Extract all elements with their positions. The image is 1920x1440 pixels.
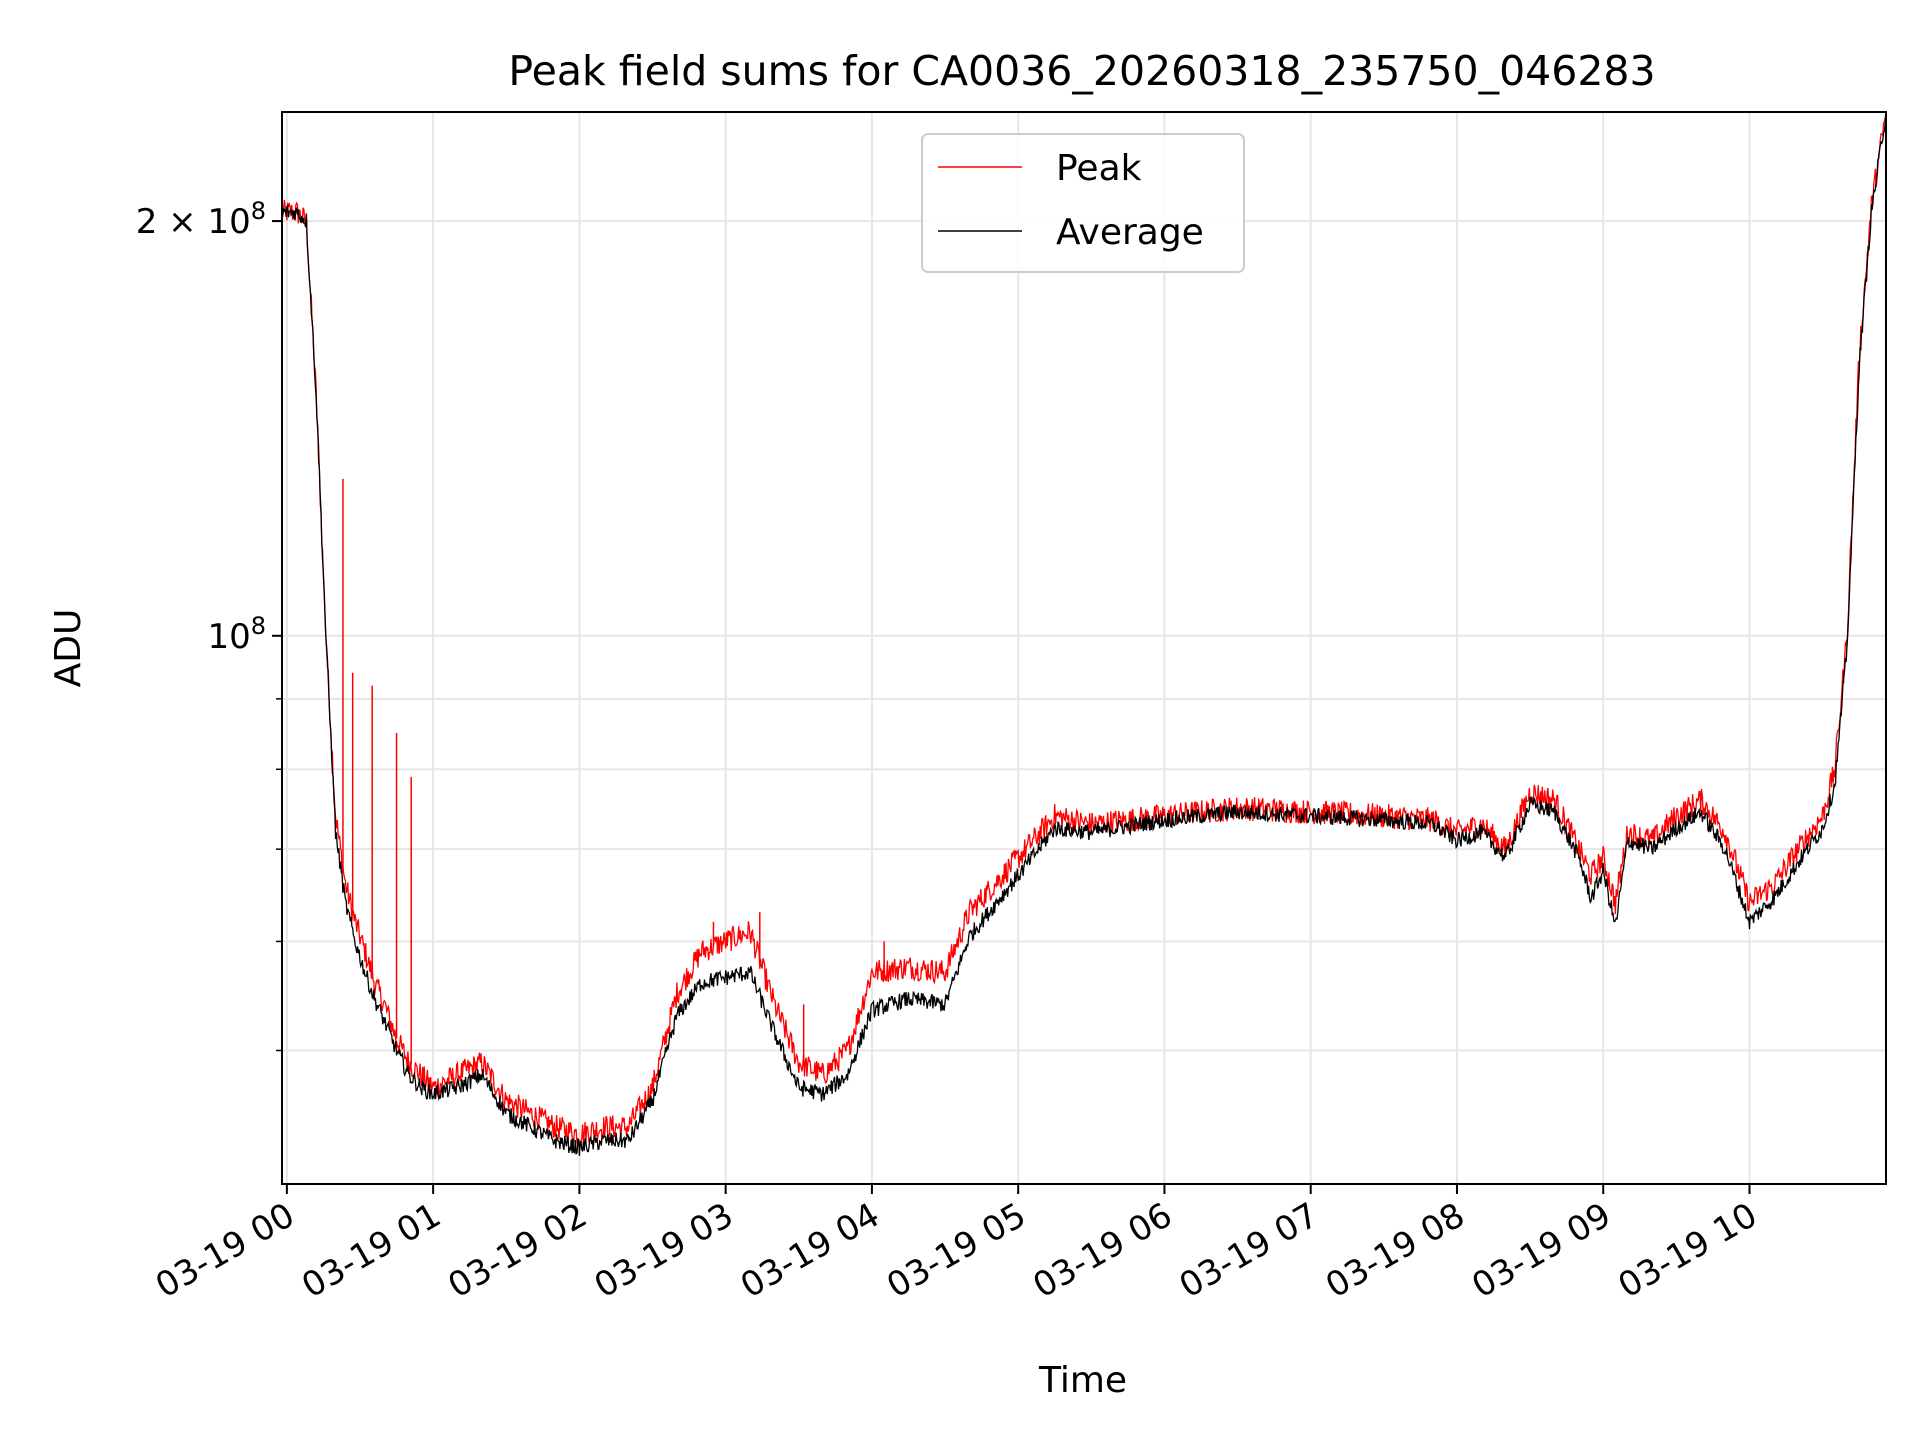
y-tick-label: 108 [207, 612, 266, 657]
legend: Peak Average [921, 133, 1245, 273]
series-line-average [282, 112, 1886, 1156]
grid [282, 112, 1886, 1184]
chart-title: Peak field sums for CA0036_20260318_2357… [508, 47, 1655, 95]
legend-box [921, 133, 1245, 273]
series-layer [282, 112, 1886, 1156]
series-line-peak [282, 112, 1886, 1146]
legend-label-peak: Peak [1056, 148, 1142, 189]
x-axis-label: Time [1038, 1360, 1127, 1401]
y-axis-ticks: 108 2 × 108 [136, 197, 282, 1052]
y-axis-label: ADU [48, 609, 89, 688]
legend-label-average: Average [1056, 212, 1204, 253]
plot-area-frame [281, 111, 1887, 1185]
y-tick-label: 2 × 108 [136, 197, 266, 242]
